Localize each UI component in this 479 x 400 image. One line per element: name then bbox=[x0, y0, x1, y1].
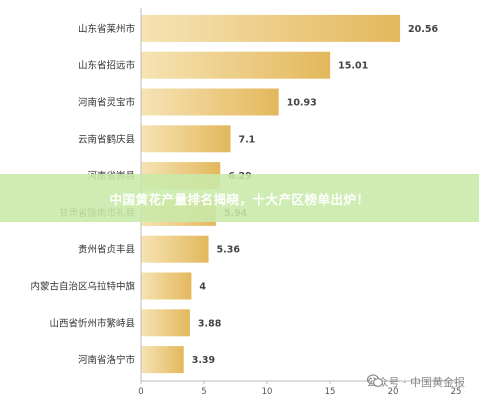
category-label: 云南省鹤庆县 bbox=[78, 133, 135, 145]
x-tick-label: 25 bbox=[451, 387, 462, 397]
x-tick-label: 0 bbox=[138, 387, 143, 397]
bar bbox=[141, 88, 279, 116]
bar bbox=[141, 51, 331, 79]
value-label: 7.1 bbox=[238, 134, 255, 145]
category-label: 山东省莱州市 bbox=[78, 23, 136, 35]
bar bbox=[141, 346, 184, 374]
bar bbox=[141, 125, 231, 153]
value-label: 3.39 bbox=[192, 355, 215, 366]
value-label: 3.88 bbox=[198, 318, 222, 329]
x-tick-label: 20 bbox=[388, 387, 399, 397]
category-label: 山东省招远市 bbox=[78, 60, 136, 72]
value-label: 10.93 bbox=[287, 98, 317, 109]
category-label: 内蒙古自治区乌拉特中旗 bbox=[30, 281, 135, 293]
bar bbox=[141, 309, 190, 337]
category-label: 河南省洛宁市 bbox=[78, 354, 136, 366]
bar bbox=[141, 14, 401, 42]
category-label: 山西省忻州市繁峙县 bbox=[49, 317, 135, 329]
x-tick-label: 5 bbox=[201, 387, 206, 397]
watermark: 公众号 · 中国黄金报 bbox=[366, 374, 466, 390]
value-label: 4 bbox=[199, 282, 206, 293]
watermark-text: 公众号 · 中国黄金报 bbox=[366, 376, 466, 389]
category-label: 河南省灵宝市 bbox=[78, 97, 136, 109]
value-label: 15.01 bbox=[338, 61, 368, 72]
bar bbox=[141, 272, 192, 300]
headline-banner: 中国黄花产量排名揭晓，十大产区榜单出炉！ bbox=[0, 174, 479, 222]
category-label: 贵州省贞丰县 bbox=[78, 244, 135, 256]
value-label: 5.36 bbox=[217, 245, 241, 256]
value-label: 20.56 bbox=[408, 24, 438, 35]
bar bbox=[141, 235, 209, 263]
wechat-icon bbox=[366, 374, 383, 387]
headline-text: 中国黄花产量排名揭晓，十大产区榜单出炉！ bbox=[109, 191, 370, 207]
x-tick-label: 10 bbox=[262, 387, 273, 397]
x-tick-label: 15 bbox=[325, 387, 336, 397]
